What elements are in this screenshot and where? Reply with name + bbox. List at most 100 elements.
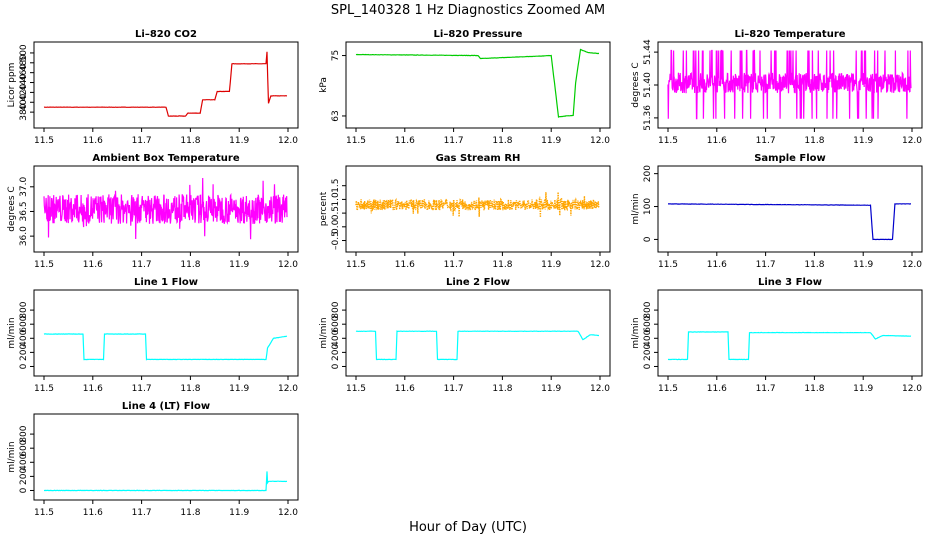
x-tick-label: 11.8 [180,136,200,146]
x-tick-label: 11.7 [132,136,152,146]
x-tick-label: 11.7 [132,508,152,518]
panel-title: Sample Flow [754,153,826,164]
y-tick-label: 400 [331,329,341,346]
x-tick-label: 12.0 [902,384,922,394]
y-tick-label: 800 [331,301,341,318]
data-series-line [668,203,911,241]
x-tick-label: 11.9 [541,260,561,270]
y-tick-label: 500 [19,44,29,61]
x-tick-label: 11.8 [804,260,824,270]
panel-title: Li–820 Temperature [734,29,845,40]
y-tick-label: 0.5 [331,206,341,220]
x-tick-label: 11.8 [492,384,512,394]
y-tick-label: 400 [19,329,29,346]
y-axis-label: Licor ppm [7,63,17,108]
y-tick-label: 0 [19,363,29,369]
x-tick-label: 11.6 [395,260,415,270]
panel-4: Gas Stream RH 11.5 11.6 11.7 11.8 11.9 12.0 –0.… [319,153,611,270]
y-axis-label: ml/min [7,317,17,348]
x-tick-label: 11.8 [804,384,824,394]
y-axis-label: ml/min [7,441,17,472]
x-tick-label: 11.8 [492,260,512,270]
plot-frame [345,41,611,129]
y-axis-label: ml/min [319,317,329,348]
x-tick-label: 11.9 [853,136,873,146]
y-tick-label: 0.0 [331,219,341,234]
y-tick-label: 75 [331,50,341,61]
y-tick-label: 0 [643,363,653,369]
x-tick-label: 11.6 [395,384,415,394]
x-tick-label: 11.9 [229,136,249,146]
data-series-line [355,48,600,118]
x-tick-label: 11.6 [83,384,103,394]
panel-title: Gas Stream RH [436,153,521,164]
x-tick-label: 12.0 [278,260,298,270]
x-tick-label: 11.6 [83,508,103,518]
x-tick-label: 11.6 [707,384,727,394]
panel-title: Li–820 CO2 [135,29,197,40]
y-axis-label: kPa [319,77,329,93]
x-tick-label: 12.0 [590,260,610,270]
panel-9: Line 4 (LT) Flow 11.5 11.6 11.7 11.8 11.9 12.0… [7,401,299,518]
panel-3: Ambient Box Temperature 11.5 11.6 11.7 11.8 1… [7,153,299,270]
y-tick-label: 200 [331,344,341,361]
x-tick-label: 11.8 [180,260,200,270]
x-tick-label: 11.8 [180,384,200,394]
x-tick-label: 11.7 [756,136,776,146]
x-tick-label: 11.8 [180,508,200,518]
y-tick-label: 1.0 [331,192,341,207]
y-tick-label: 51.44 [643,39,653,65]
x-tick-label: 12.0 [590,136,610,146]
y-tick-label: 36.5 [19,201,29,221]
x-tick-label: 11.7 [132,384,152,394]
y-axis-label: percent [319,191,329,226]
x-tick-label: 11.6 [707,136,727,146]
plot-frame [33,289,299,377]
x-tick-label: 11.5 [658,260,678,270]
y-tick-label: 800 [19,301,29,318]
x-tick-label: 11.7 [444,384,464,394]
x-tick-label: 11.5 [34,384,54,394]
y-tick-label: 200 [643,344,653,361]
y-tick-label: 400 [643,329,653,346]
plot-frame [33,41,299,129]
panel-0: Li–820 CO2 11.5 11.6 11.7 11.8 11.9 12.0 380400… [7,29,299,146]
x-tick-label: 12.0 [278,508,298,518]
panel-title: Li–820 Pressure [434,29,523,40]
panel-2: Li–820 Temperature 11.5 11.6 11.7 11.8 11.9 12… [631,29,923,146]
data-series-line [44,471,288,492]
x-tick-label: 11.6 [83,260,103,270]
y-axis-label: ml/min [631,317,641,348]
y-tick-label: 51.40 [643,72,653,98]
y-tick-label: 440 [19,74,29,91]
panel-6: Line 1 Flow 11.5 11.6 11.7 11.8 11.9 12.0 0 2004… [7,277,299,394]
data-series-line [355,330,599,361]
x-tick-label: 11.5 [346,136,366,146]
y-tick-label: 200 [643,165,653,182]
panel-title: Line 4 (LT) Flow [122,401,210,412]
data-series-line [43,177,288,240]
panel-1: Li–820 Pressure 11.5 11.6 11.7 11.8 11.9 12.0 6… [319,29,611,146]
x-tick-label: 11.7 [444,136,464,146]
y-tick-label: 0 [643,236,653,242]
x-tick-label: 11.7 [132,260,152,270]
y-tick-label: 51.36 [643,105,653,131]
plot-frame [345,165,611,253]
x-tick-label: 11.9 [541,136,561,146]
y-tick-label: –0.5 [331,231,341,250]
x-tick-label: 11.9 [229,508,249,518]
plot-frame [33,413,299,501]
x-tick-label: 11.5 [658,136,678,146]
x-tick-label: 11.5 [34,508,54,518]
y-tick-label: 100 [643,198,653,215]
figure-title: SPL_140328 1 Hz Diagnostics Zoomed AM [331,3,605,18]
panel-title: Ambient Box Temperature [92,153,239,164]
y-tick-label: 600 [643,315,653,332]
y-tick-label: 36.0 [19,226,29,246]
y-tick-label: 800 [19,425,29,442]
data-series-line [43,333,288,361]
x-tick-label: 11.8 [804,136,824,146]
x-tick-label: 11.7 [756,260,776,270]
plot-frame [345,289,611,377]
